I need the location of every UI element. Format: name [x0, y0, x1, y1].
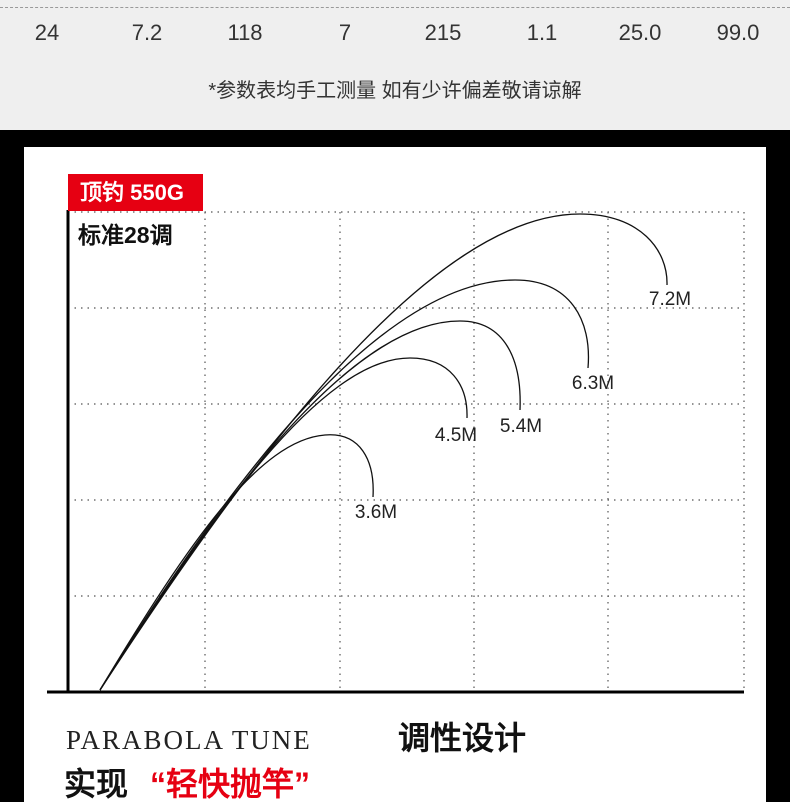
curve-label: 6.3M — [572, 373, 614, 394]
badge — [68, 174, 203, 211]
curve-label: 3.6M — [355, 502, 397, 523]
english-title: PARABOLA TUNE — [66, 725, 312, 755]
curve-label: 7.2M — [649, 289, 691, 310]
curve-label: 4.5M — [435, 425, 477, 446]
badge-text: 顶钓 550G — [80, 180, 184, 205]
spec-value: 7.2 — [131, 20, 163, 45]
spec-band: 24 7.2 118 7 215 1.1 25.0 99.0 *参数表均手工测量 如有少许偏差… — [0, 0, 790, 130]
note: *参数表均手工测量 如有少许偏差敬请谅解 — [208, 80, 582, 102]
spec-value: 24 — [34, 20, 60, 45]
spec-value: 215 — [424, 20, 462, 45]
spec-value: 25.0 — [618, 20, 662, 45]
spec-value: 7 — [338, 20, 352, 45]
curves — [99, 213, 668, 691]
spec-value: 118 — [227, 20, 263, 45]
subtitle: 标准28调 — [78, 222, 173, 248]
spec-value: 1.1 — [526, 20, 558, 45]
highlight: “轻快抛竿” — [150, 766, 310, 802]
curve-label: 5.4M — [500, 416, 542, 437]
heading: 调性设计 — [398, 720, 526, 756]
grid — [68, 211, 745, 690]
prefix: 实现 — [64, 766, 128, 802]
spec-value: 99.0 — [716, 20, 760, 45]
divider — [0, 7, 790, 8]
